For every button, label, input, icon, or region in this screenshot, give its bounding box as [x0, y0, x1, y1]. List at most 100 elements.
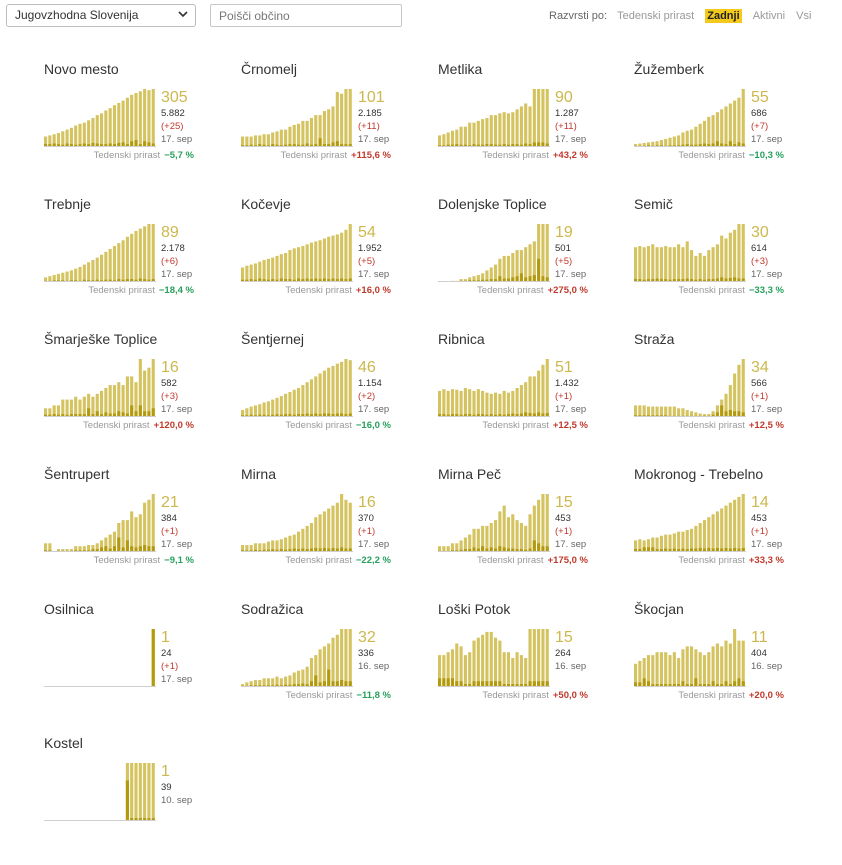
municipality-card[interactable]: Osilnica 1 24 (+1) 17. sep: [44, 601, 224, 731]
bar-new: [702, 143, 707, 147]
bar-active: [446, 652, 450, 687]
bar-active: [318, 514, 322, 552]
municipality-card[interactable]: Mokronog - Trebelno 14 453 (+1) 17. sep Teden…: [634, 466, 814, 596]
bar-new: [677, 279, 681, 282]
total-cases: 501: [555, 243, 571, 254]
bar-active: [524, 658, 528, 687]
municipality-search-input[interactable]: [210, 4, 402, 27]
bar-active: [258, 135, 262, 147]
bar-active: [741, 89, 745, 147]
municipality-card[interactable]: Straža 34 566 (+1) 17. sep Tedenski prirast +1…: [634, 331, 814, 461]
bar-active: [715, 405, 719, 417]
bar-active: [655, 406, 659, 417]
bar-active: [502, 390, 506, 417]
bar-active: [249, 545, 253, 552]
municipality-card[interactable]: Ribnica 51 1.432 (+1) 17. sep Tedenski priras…: [438, 331, 618, 461]
bar-active: [340, 232, 344, 282]
bar-new: [147, 142, 151, 147]
municipality-card[interactable]: Kostel 1 39 10. sep: [44, 735, 224, 865]
total-cases: 566: [751, 378, 767, 389]
bar-active: [541, 224, 545, 282]
bar-active: [741, 494, 745, 552]
bar-new: [502, 547, 506, 552]
bar-new: [485, 144, 489, 147]
bar-new: [515, 549, 519, 552]
bar-active: [301, 120, 305, 147]
municipality-card[interactable]: Šentjernej 46 1.154 (+2) 17. sep Tedenski pri…: [241, 331, 421, 461]
bar-active: [284, 253, 288, 282]
stats-block: 16 582 (+3) 17. sep: [161, 359, 221, 416]
weekly-growth-label: Tedenski prirast: [285, 285, 352, 296]
bar-new: [147, 546, 151, 552]
bar-new: [698, 547, 702, 552]
bar-new: [322, 681, 326, 687]
sort-option-weekly-growth[interactable]: Tedenski prirast: [617, 10, 695, 22]
bar-new: [271, 144, 275, 147]
bar-active: [61, 399, 65, 417]
sort-option-active[interactable]: Aktivni: [752, 10, 786, 22]
sort-option-latest[interactable]: Zadnji: [705, 9, 742, 23]
municipality-card[interactable]: Mirna Peč 15 453 (+1) 17. sep Tedenski priras…: [438, 466, 618, 596]
bar-active: [262, 678, 266, 687]
bar-active: [532, 89, 536, 147]
municipality-card[interactable]: Kočevje 54 1.952 (+5) 17. sep Tedenski priras…: [241, 196, 421, 326]
bar-active: [545, 224, 549, 282]
bar-new: [297, 144, 301, 147]
bar-active: [728, 103, 732, 147]
bar-active: [472, 122, 476, 147]
sort-label: Razvrsti po:: [549, 10, 608, 22]
bar-new: [288, 279, 292, 282]
weekly-growth-value: −5,7 %: [164, 150, 194, 161]
bar-active: [655, 537, 659, 552]
municipality-card[interactable]: Šmarješke Toplice 16 582 (+3) 17. sep Tedensk…: [44, 331, 224, 461]
bar-new: [728, 410, 732, 417]
municipality-card[interactable]: Metlika 90 1.287 (+11) 17. sep Tedenski prira…: [438, 61, 618, 191]
municipality-card[interactable]: Dolenjske Toplice 19 501 (+5) 17. sep Tedensk…: [438, 196, 618, 326]
last-update-date: 16. sep: [555, 661, 587, 672]
daily-delta: (+1): [555, 526, 573, 537]
bar-active: [309, 118, 314, 147]
bar-active: [741, 640, 745, 687]
municipality-card[interactable]: Mirna 16 370 (+1) 17. sep Tedenski prirast −22…: [241, 466, 421, 596]
bar-active: [331, 365, 335, 417]
bar-active: [344, 359, 348, 417]
bar-active: [664, 406, 668, 417]
weekly-growth-label: Tedenski prirast: [285, 690, 353, 701]
bar-active: [130, 376, 134, 417]
bar-new: [74, 144, 78, 147]
municipality-card[interactable]: Trebnje 89 2.178 (+6) 17. sep Tedenski priras…: [44, 196, 224, 326]
bar-active: [724, 640, 728, 687]
municipality-card[interactable]: Loški Potok 15 264 16. sep Tedenski prirast +…: [438, 601, 618, 731]
municipality-card[interactable]: Sodražica 32 336 16. sep Tedenski prirast −11…: [241, 601, 421, 731]
bar-active: [498, 393, 502, 417]
municipality-name: Kostel: [44, 735, 83, 751]
municipality-card[interactable]: Škocjan 11 404 16. sep Tedenski prirast +20,0…: [634, 601, 814, 731]
bar-new: [108, 279, 112, 282]
sparkline-chart: [438, 494, 550, 552]
bar-active: [715, 511, 719, 552]
bar-active: [331, 637, 335, 687]
municipality-card[interactable]: Črnomelj 101 2.185 (+11) 17. sep Tedenski pri…: [241, 61, 421, 191]
bar-new: [642, 279, 646, 282]
bar-active: [82, 264, 86, 282]
bar-active: [720, 109, 724, 147]
municipality-card[interactable]: Šentrupert 21 384 (+1) 17. sep Tedenski prira…: [44, 466, 224, 596]
bar-active: [494, 392, 498, 417]
bar-new: [253, 549, 258, 552]
municipality-card[interactable]: Žužemberk 55 686 (+7) 17. sep Tedenski priras…: [634, 61, 814, 191]
bar-active: [472, 390, 476, 417]
bar-new: [659, 279, 663, 282]
municipality-card[interactable]: Novo mesto 305 5.882 (+25) 17. sep Tedenski p…: [44, 61, 224, 191]
bar-new: [463, 684, 467, 687]
weekly-growth-value: +33,3 %: [748, 555, 784, 566]
sort-option-all[interactable]: Vsi: [796, 10, 812, 22]
daily-delta: (+6): [161, 256, 179, 267]
bar-active: [104, 537, 108, 552]
region-select[interactable]: Jugovzhodna Slovenija: [6, 4, 196, 27]
bar-active: [642, 540, 646, 552]
bar-new: [655, 549, 659, 552]
municipality-card[interactable]: Semič 30 614 (+3) 17. sep Tedenski prirast −33…: [634, 196, 814, 326]
bar-new: [498, 144, 502, 147]
weekly-growth-label: Tedenski prirast: [88, 285, 155, 296]
bar-new: [724, 547, 728, 552]
